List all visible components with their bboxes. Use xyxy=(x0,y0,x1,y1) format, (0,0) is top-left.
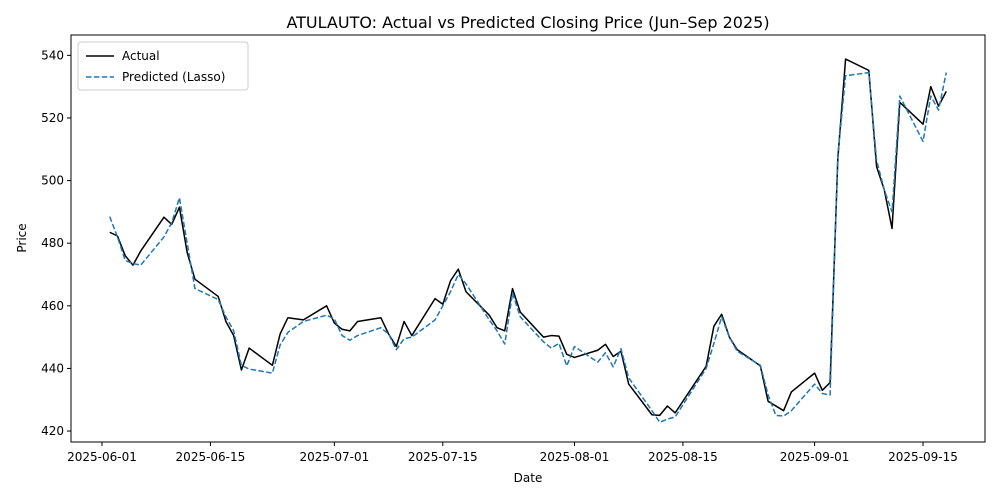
y-tick-label: 500 xyxy=(41,174,64,188)
y-tick-label: 520 xyxy=(41,111,64,125)
legend-box xyxy=(77,41,249,91)
chart-title: ATULAUTO: Actual vs Predicted Closing Pr… xyxy=(286,13,769,32)
y-axis-label: Price xyxy=(15,223,29,252)
x-tick-label: 2025-09-15 xyxy=(888,450,958,464)
series-line-actual xyxy=(109,58,947,417)
x-tick-label: 2025-06-15 xyxy=(176,450,246,464)
x-axis-label: Date xyxy=(514,471,543,485)
y-tick-label: 440 xyxy=(41,361,64,375)
x-tick-label: 2025-09-01 xyxy=(780,450,850,464)
y-tick-label: 420 xyxy=(41,424,64,438)
y-tick-label: 540 xyxy=(41,48,64,62)
x-tick-label: 2025-08-15 xyxy=(648,450,718,464)
y-tick-label: 480 xyxy=(41,236,64,250)
y-axis: 420 440 460 480 500 520 540 xyxy=(41,48,71,438)
legend-label-actual: Actual xyxy=(122,49,160,63)
x-axis: 2025-06-01 2025-06-15 2025-07-01 2025-07-15… xyxy=(67,442,958,464)
x-tick-label: 2025-07-15 xyxy=(408,450,478,464)
x-tick-label: 2025-06-01 xyxy=(67,450,137,464)
series-line-predicted xyxy=(109,71,948,424)
axes-frame xyxy=(70,34,986,443)
plot-area xyxy=(109,58,948,424)
legend-label-predicted: Predicted (Lasso) xyxy=(122,70,225,84)
legend: Actual Predicted (Lasso) xyxy=(77,41,249,91)
y-tick-label: 460 xyxy=(41,299,64,313)
x-tick-label: 2025-07-01 xyxy=(299,450,369,464)
x-tick-label: 2025-08-01 xyxy=(540,450,610,464)
